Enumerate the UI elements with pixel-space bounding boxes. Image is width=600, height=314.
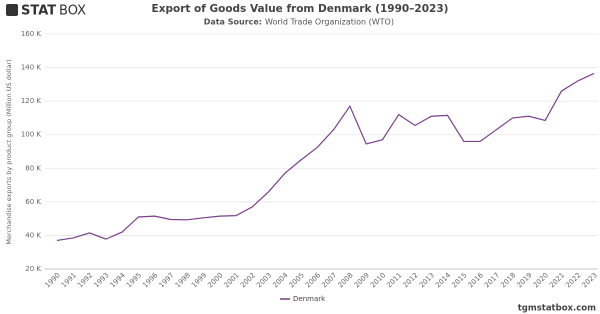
x-tick-label: 2008 [336, 271, 354, 289]
x-tick-label: 2002 [239, 271, 257, 289]
x-tick-label: 2005 [288, 271, 306, 289]
x-tick-label: 2022 [564, 271, 582, 289]
x-tick-label: 2001 [223, 271, 241, 289]
x-tick-label: 1995 [125, 271, 143, 289]
x-tick-label: 1994 [109, 271, 128, 290]
logo-rest: BOX [59, 4, 86, 19]
y-tick-label: 140 K [21, 64, 42, 72]
logo-icon [6, 4, 18, 16]
x-tick-label: 2016 [467, 271, 486, 290]
x-tick-label: 2003 [255, 271, 273, 289]
x-tick-label: 2004 [271, 271, 290, 290]
y-axis-label: Merchandise exports by product group (Mi… [5, 59, 13, 244]
logo-mark: STAT [21, 4, 56, 19]
x-tick-label: 2019 [515, 271, 533, 289]
x-tick-label: 1999 [190, 271, 208, 289]
chart-title: Export of Goods Value from Denmark (1990… [152, 3, 449, 15]
source-label: Data Source: [204, 18, 262, 27]
x-tick-label: 1998 [174, 271, 192, 289]
source: World Trade Organization (WTO) [265, 18, 394, 27]
x-tick-label: 2009 [353, 271, 371, 289]
x-tick-label: 1992 [76, 271, 94, 289]
y-tick-label: 60 K [25, 198, 41, 206]
x-tick-label: 2010 [369, 271, 387, 289]
x-tick-label: 2013 [418, 271, 436, 289]
x-tick-label: 1993 [92, 271, 110, 289]
line [56, 72, 595, 242]
x-tick-label: 2007 [320, 271, 338, 289]
y-tick-label: 120 K [21, 97, 42, 105]
y-tick-label: 40 K [25, 231, 41, 239]
x-tick-label: 2015 [450, 271, 468, 289]
x-tick-label: 1991 [60, 271, 78, 289]
x-tick-label: 2020 [532, 271, 550, 289]
footer: tgmstatbox.com [518, 304, 596, 314]
x-tick-label: 2011 [385, 271, 403, 289]
x-tick-label: 2000 [206, 271, 224, 289]
x-tick-label: 2006 [304, 271, 323, 290]
y-tick-label: 80 K [25, 164, 41, 172]
x-tick-label: 2023 [581, 271, 599, 289]
x-tick-label: 1996 [141, 271, 160, 290]
y-tick-label: 160 K [21, 30, 42, 38]
x-tick-label: 2018 [499, 271, 517, 289]
legend-label: Denmark [293, 295, 326, 303]
x-tick-label: 1990 [44, 271, 62, 289]
x-tick-label: 1997 [157, 271, 175, 289]
y-tick-label: 20 K [25, 265, 41, 273]
x-tick-label: 2014 [434, 271, 453, 290]
x-tick-label: 2017 [483, 271, 501, 289]
x-tick-label: 2021 [548, 271, 566, 289]
y-tick-label: 100 K [21, 131, 42, 139]
x-tick-label: 2012 [402, 271, 420, 289]
